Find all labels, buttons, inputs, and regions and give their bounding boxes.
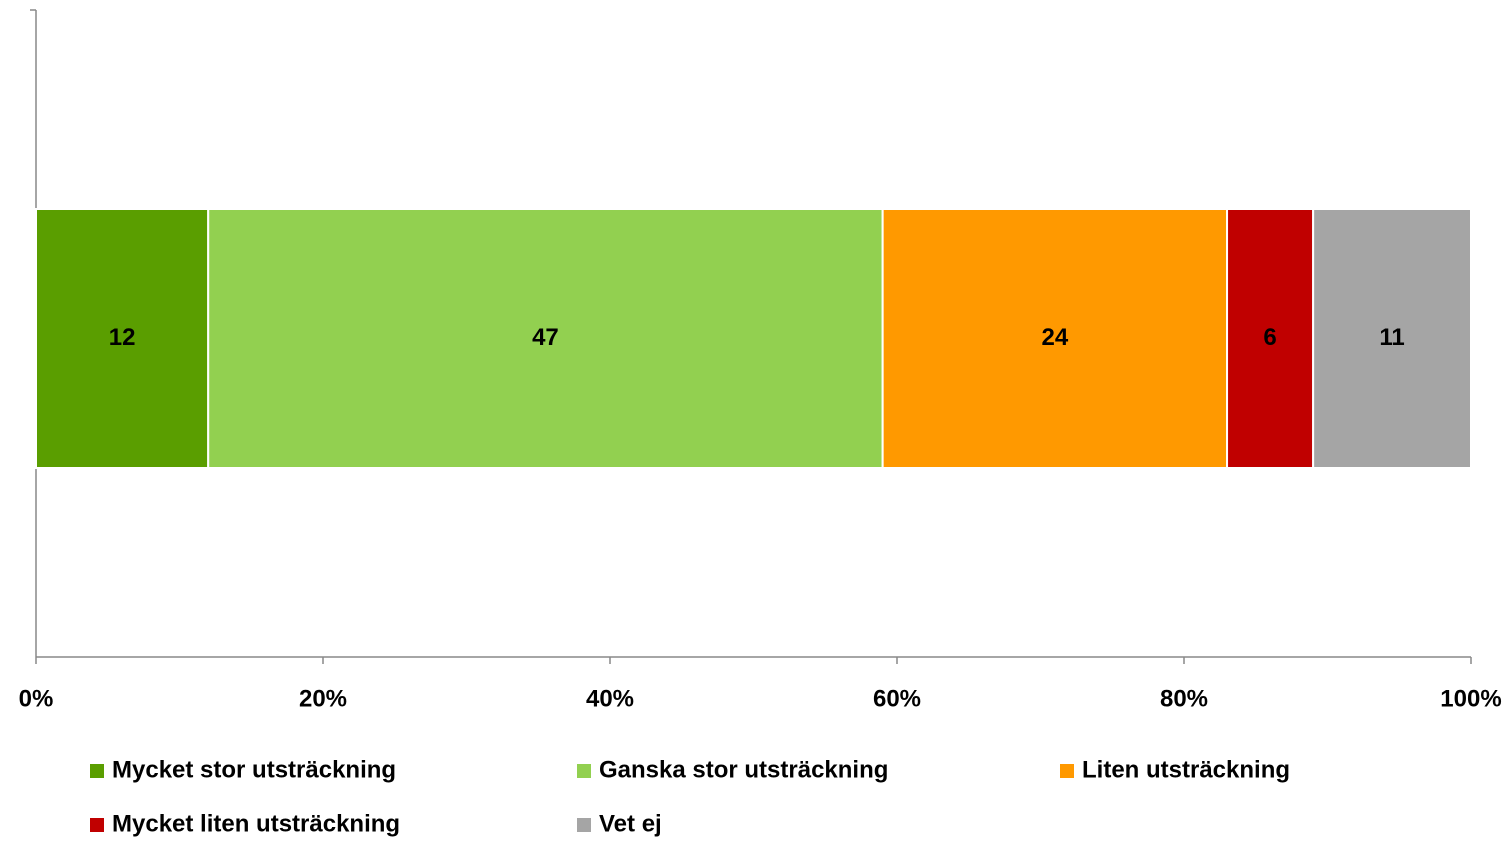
x-tick-label: 100% [1440, 685, 1501, 712]
legend-label: Mycket stor utsträckning [112, 756, 396, 783]
legend-swatch [90, 818, 104, 832]
x-tick-label: 20% [299, 685, 347, 712]
legend-label: Liten utsträckning [1082, 756, 1290, 783]
legend-swatch [577, 764, 591, 778]
data-label: 47 [532, 324, 559, 351]
legend-label: Mycket liten utsträckning [112, 810, 400, 837]
data-label: 24 [1041, 324, 1068, 351]
data-label: 6 [1263, 324, 1276, 351]
bar-segment [1226, 208, 1315, 469]
data-label: 12 [109, 324, 136, 351]
x-tick-label: 40% [586, 685, 634, 712]
legend-swatch [1060, 764, 1074, 778]
legend-swatch [577, 818, 591, 832]
data-label: 11 [1379, 324, 1404, 351]
legend-label: Vet ej [599, 810, 662, 837]
x-tick-label: 80% [1160, 685, 1208, 712]
x-tick-label: 60% [873, 685, 921, 712]
bar-segment [1312, 208, 1473, 469]
bar-segment [881, 208, 1229, 469]
legend-swatch [90, 764, 104, 778]
x-tick-label: 0% [19, 685, 54, 712]
bar-segment [207, 208, 884, 469]
legend-label: Ganska stor utsträckning [599, 756, 888, 783]
